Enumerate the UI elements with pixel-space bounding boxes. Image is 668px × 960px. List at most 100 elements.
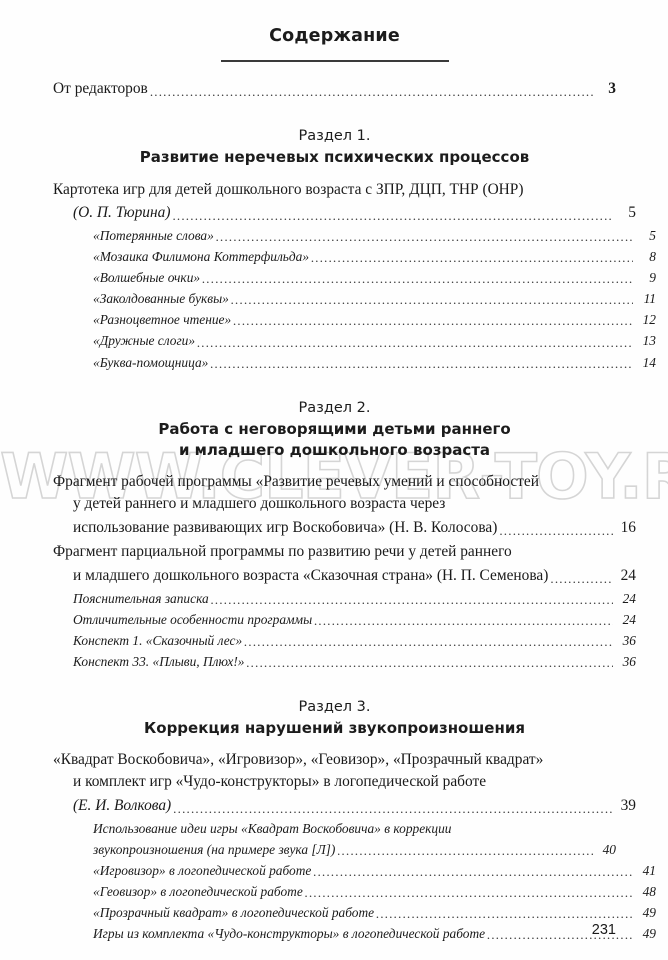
leader-dots: ........................................… bbox=[172, 209, 613, 223]
toc-entry-1-5[interactable]: «Разноцветное чтение» ..................… bbox=[93, 310, 656, 329]
toc-entry-label: Конспект 33. «Плыви, Плюх!» bbox=[73, 653, 245, 669]
page-title: Содержание bbox=[269, 26, 400, 46]
toc-entry-1-3[interactable]: «Волшебные очки» .......................… bbox=[93, 268, 656, 287]
toc-entry-page: 24 bbox=[620, 566, 636, 584]
section-title: Коррекция нарушений звукопроизношения bbox=[144, 718, 525, 737]
leader-dots: ........................................… bbox=[173, 801, 613, 815]
leader-dots: ........................................… bbox=[230, 293, 633, 307]
toc-entry-page: 11 bbox=[643, 291, 656, 307]
leader-dots: ........................................… bbox=[210, 356, 633, 370]
leader-dots: ........................................… bbox=[314, 613, 613, 627]
toc-entry-label: Игры из комплекта «Чудо-конструкторы» в … bbox=[93, 925, 486, 941]
toc-entry-page: 40 bbox=[602, 841, 616, 857]
toc-entry-front-0[interactable]: От редакторов ..........................… bbox=[53, 78, 616, 100]
toc-entry-3-1[interactable]: Использование идеи игры «Квадрат Воскобо… bbox=[93, 819, 616, 859]
toc-entry-line: Картотека игр для детей дошкольного возр… bbox=[53, 180, 524, 198]
toc-entry-page: 5 bbox=[628, 204, 636, 222]
toc-entry-1-2[interactable]: «Мозаика Филимона Коттерфильда» ........… bbox=[93, 247, 656, 266]
leader-dots: ........................................… bbox=[304, 885, 633, 899]
toc-entry-author: (О. П. Тюрина) bbox=[73, 204, 171, 222]
toc-entry-page: 39 bbox=[620, 796, 636, 814]
toc-entry-label: «Разноцветное чтение» bbox=[93, 312, 232, 328]
toc-entry-label: От редакторов bbox=[53, 80, 148, 98]
spacer bbox=[53, 62, 616, 76]
leader-dots: ........................................… bbox=[550, 571, 613, 585]
toc-entry-author: (Е. И. Волкова) bbox=[73, 796, 172, 814]
toc-entry-lastline: (Е. И. Волкова) ........................… bbox=[73, 795, 636, 817]
leader-dots: ........................................… bbox=[337, 843, 593, 857]
toc-entry-lastline: использование развивающих игр Воскобович… bbox=[73, 517, 636, 539]
toc-entry-page: 24 bbox=[622, 590, 636, 606]
toc-entry-1-1[interactable]: «Потерянные слова» .....................… bbox=[93, 226, 656, 245]
leader-dots: ........................................… bbox=[244, 634, 613, 648]
toc-entry-line: и комплект игр «Чудо-конструкторы» в лог… bbox=[73, 772, 487, 790]
toc-entry-page: 8 bbox=[649, 249, 656, 265]
toc-entry-lastline: и младшего дошкольного возраста «Сказочн… bbox=[73, 565, 636, 587]
toc-entry-label-tail: и младшего дошкольного возраста «Сказочн… bbox=[73, 566, 549, 584]
section-title-line1: Работа с неговорящими детьми раннего bbox=[158, 419, 511, 438]
toc-entry-label: «Волшебные очки» bbox=[93, 270, 201, 286]
toc-entry-2-4[interactable]: Конспект 1. «Сказочный лес» ............… bbox=[73, 631, 636, 650]
leader-dots: ........................................… bbox=[487, 927, 633, 941]
toc-entry-1-7[interactable]: «Буква-помощница» ......................… bbox=[93, 353, 656, 372]
toc-entry-page: 3 bbox=[608, 80, 616, 98]
section-number: Раздел 3. bbox=[298, 698, 371, 715]
toc-entry-page: 49 bbox=[642, 925, 656, 941]
toc-entry-1-0[interactable]: Картотека игр для детей дошкольного возр… bbox=[53, 179, 636, 225]
toc-entry-page: 16 bbox=[620, 518, 636, 536]
toc-entry-2-5[interactable]: Конспект 33. «Плыви, Плюх!» ............… bbox=[73, 652, 636, 671]
toc-entry-2-0[interactable]: Фрагмент рабочей программы «Развитие реч… bbox=[53, 471, 636, 539]
toc-entry-3-3[interactable]: «Геовизор» в логопедической работе .....… bbox=[93, 882, 656, 901]
leader-dots: ........................................… bbox=[215, 230, 633, 244]
toc-entry-line: у детей раннего и младшего дошкольного в… bbox=[73, 495, 446, 513]
leader-dots: ........................................… bbox=[313, 864, 633, 878]
leader-dots: ........................................… bbox=[149, 85, 593, 99]
toc-entry-label: «Потерянные слова» bbox=[93, 228, 214, 244]
section-title: Развитие неречевых психических процессов bbox=[139, 148, 530, 167]
toc-entry-page: 41 bbox=[642, 862, 656, 878]
toc-entry-label: «Заколдованные буквы» bbox=[93, 291, 229, 307]
section-header-1: Раздел 1. Развитие неречевых психических… bbox=[53, 126, 616, 168]
toc-entry-label: «Дружные слоги» bbox=[93, 333, 196, 349]
toc-entry-label: Отличительные особенности программы bbox=[73, 611, 313, 627]
toc-entry-lastline: (О. П. Тюрина) .........................… bbox=[73, 202, 636, 224]
section-number: Раздел 2. bbox=[298, 399, 371, 416]
toc-entry-2-3[interactable]: Отличительные особенности программы ....… bbox=[73, 610, 636, 629]
toc-entry-page: 36 bbox=[622, 653, 636, 669]
toc-entry-label-tail: звукопроизношения (на примере звука [Л]) bbox=[93, 841, 336, 857]
title-divider bbox=[220, 60, 449, 63]
toc-entry-label: «Прозрачный квадрат» в логопедической ра… bbox=[93, 904, 375, 920]
toc-entry-3-0[interactable]: «Квадрат Воскобовича», «Игровизор», «Гео… bbox=[53, 749, 636, 817]
leader-dots: ........................................… bbox=[246, 655, 613, 669]
toc-entry-label: «Геовизор» в логопедической работе bbox=[93, 883, 303, 899]
toc-entry-label-tail: использование развивающих игр Воскобович… bbox=[73, 518, 498, 536]
section-header-3: Раздел 3. Коррекция нарушений звукопроиз… bbox=[53, 697, 616, 739]
section-number: Раздел 1. bbox=[298, 128, 371, 145]
toc-entry-page: 14 bbox=[642, 354, 656, 370]
toc-entry-1-4[interactable]: «Заколдованные буквы» ..................… bbox=[93, 289, 656, 308]
toc-entry-3-4[interactable]: «Прозрачный квадрат» в логопедической ра… bbox=[93, 903, 656, 922]
toc-entry-3-2[interactable]: «Игровизор» в логопедической работе ....… bbox=[93, 861, 656, 880]
toc-entry-2-2[interactable]: Пояснительная записка ..................… bbox=[73, 589, 636, 608]
toc-entry-page: 48 bbox=[642, 883, 656, 899]
toc-entry-line: Фрагмент рабочей программы «Развитие реч… bbox=[53, 473, 539, 491]
page-folio: 231 bbox=[591, 922, 616, 938]
leader-dots: ........................................… bbox=[233, 314, 633, 328]
toc-entry-label: «Игровизор» в логопедической работе bbox=[93, 862, 312, 878]
leader-dots: ........................................… bbox=[499, 523, 613, 537]
toc-entry-page: 49 bbox=[642, 904, 656, 920]
toc-entry-page: 24 bbox=[622, 611, 636, 627]
toc-entry-page: 12 bbox=[642, 312, 656, 328]
toc-entry-3-5[interactable]: Игры из комплекта «Чудо-конструкторы» в … bbox=[93, 924, 656, 943]
toc-entry-page: 5 bbox=[649, 228, 656, 244]
toc-entry-1-6[interactable]: «Дружные слоги» ........................… bbox=[93, 331, 656, 350]
toc-entry-page: 36 bbox=[622, 632, 636, 648]
section-title-line2: и младшего дошкольного возраста bbox=[178, 440, 491, 459]
leader-dots: ........................................… bbox=[197, 335, 633, 349]
toc-entry-page: 13 bbox=[642, 333, 656, 349]
toc-entry-page: 9 bbox=[649, 270, 656, 286]
toc-entry-line: Использование идеи игры «Квадрат Воскобо… bbox=[93, 820, 452, 836]
toc-entry-2-1[interactable]: Фрагмент парциальной программы по развит… bbox=[53, 541, 636, 587]
